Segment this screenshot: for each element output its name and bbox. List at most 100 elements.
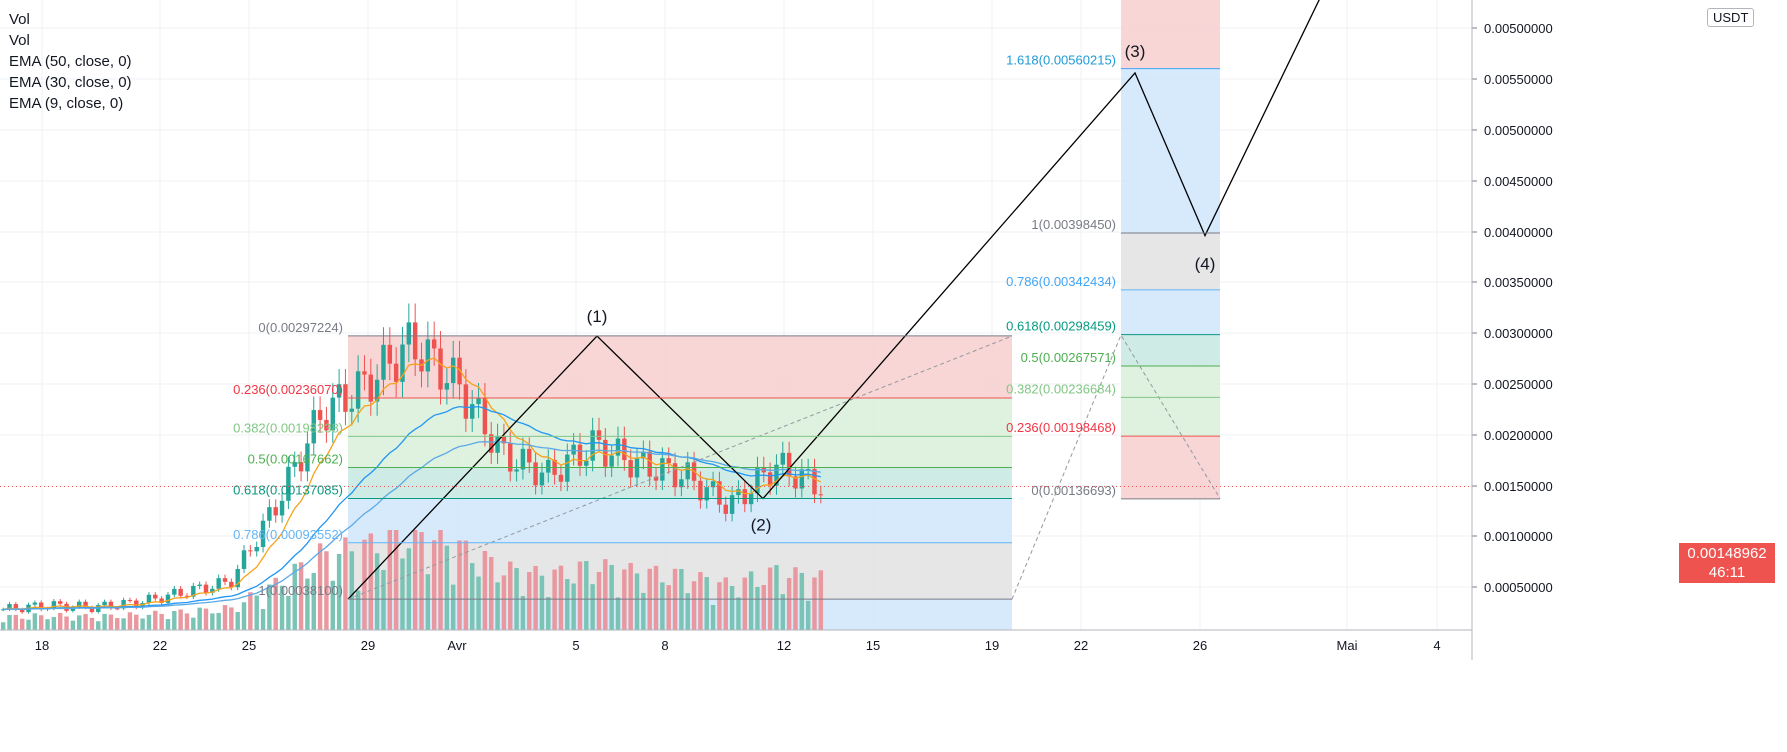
volume-bar: [387, 530, 393, 630]
candle-body: [603, 439, 608, 467]
volume-bar: [489, 556, 494, 630]
candle-body: [267, 507, 272, 521]
candle-body: [742, 489, 747, 505]
volume-bar: [311, 572, 316, 630]
candle-body: [672, 463, 678, 488]
candle-body: [241, 550, 247, 569]
volume-bar: [520, 596, 526, 630]
candle-body: [729, 495, 735, 514]
candle-body: [565, 454, 570, 482]
candle-body: [153, 594, 158, 599]
candle-body: [755, 466, 760, 494]
volume-bar: [134, 614, 139, 630]
x-tick-label: 15: [866, 638, 880, 653]
candle-body: [324, 419, 329, 431]
volume-bar: [19, 618, 25, 630]
volume-bar: [596, 572, 602, 630]
candle-body: [298, 462, 304, 472]
axes: 0.00500000 0.00550000 0.00500000 0.00450000…: [0, 0, 1553, 660]
candle-body: [305, 443, 310, 472]
volume-bar: [748, 571, 754, 630]
candle-body: [558, 474, 564, 482]
y-tick-label: 0.00500000: [1484, 21, 1553, 36]
y-tick-label: 0.00250000: [1484, 377, 1553, 392]
legend-vol-1[interactable]: Vol: [9, 11, 30, 28]
fib-zone: [1121, 365, 1220, 398]
candle-body: [108, 601, 114, 609]
candle-body: [343, 384, 348, 412]
candle-body: [615, 438, 621, 456]
fib-level-label: 0.382(0.00236684): [1006, 381, 1116, 396]
legend-ema-9[interactable]: EMA (9, close, 0): [9, 95, 124, 112]
candle-body: [704, 487, 709, 501]
candle-body: [330, 397, 335, 431]
volume-bar: [691, 581, 697, 630]
candle-body: [77, 601, 82, 608]
volume-bar: [527, 572, 532, 630]
x-tick-label: Mai: [1337, 638, 1358, 653]
candle-body: [767, 472, 773, 486]
volume-bar: [704, 577, 709, 630]
volume-bar: [622, 569, 627, 630]
candle-body: [387, 344, 393, 364]
candle-body: [19, 609, 25, 613]
fib-level-label: 0.618(0.00137085): [233, 483, 343, 498]
fib-level-label: 0.618(0.00298459): [1006, 319, 1116, 334]
candle-body: [7, 604, 12, 610]
volume-bar: [77, 615, 82, 630]
wave-path: [347, 0, 1320, 600]
x-tick-label: 4: [1433, 638, 1440, 653]
legend-ema-30[interactable]: EMA (30, close, 0): [9, 74, 132, 91]
volume-bar: [115, 618, 120, 630]
volume-bar: [577, 561, 583, 630]
volume-bar: [552, 569, 557, 630]
wave-label: (4): [1195, 254, 1216, 273]
volume-bar: [685, 593, 690, 630]
volume-bar: [26, 619, 31, 630]
volume-bar: [444, 545, 450, 630]
candle-body: [51, 601, 57, 609]
volume-bar: [13, 614, 19, 630]
volume-bar: [349, 551, 355, 630]
candle-body: [134, 600, 139, 608]
candle-body: [165, 594, 171, 603]
currency-button[interactable]: USDT: [1707, 8, 1755, 27]
volume-bar: [717, 582, 722, 630]
volume-bar: [159, 613, 164, 630]
candle-body: [400, 344, 405, 382]
volume-bar: [146, 614, 152, 630]
volume-bar: [336, 553, 342, 630]
volume-bar: [539, 575, 545, 630]
legend-vol-2[interactable]: Vol: [9, 32, 30, 49]
candle-body: [508, 443, 513, 472]
volume-bar: [317, 543, 323, 630]
fib-level-label: 0.236(0.00198468): [1006, 420, 1116, 435]
candle-body: [457, 357, 462, 385]
candle-body: [406, 322, 412, 345]
candle-body: [102, 601, 107, 606]
candle-body: [184, 595, 190, 597]
volume-bar: [267, 584, 272, 630]
y-tick-label: 0.00400000: [1484, 225, 1553, 240]
candle-body: [311, 410, 316, 444]
volume-bar: [799, 572, 805, 630]
candle-body: [634, 458, 640, 478]
volume-bar: [438, 530, 443, 630]
volume-bar: [812, 577, 817, 630]
candle-body: [812, 468, 817, 495]
legend-ema-50[interactable]: EMA (50, close, 0): [9, 53, 132, 70]
candle-body: [115, 608, 120, 610]
candle-body: [805, 468, 811, 470]
candle-body: [381, 344, 386, 380]
volume-bar: [780, 594, 786, 630]
volume-bar: [355, 590, 361, 630]
volume-bar: [210, 613, 215, 630]
volume-bar: [761, 585, 767, 630]
fib-labels: 0(0.00297224) 0.236(0.00236070) 0.382(0.00…: [233, 53, 1220, 600]
fib-zone: [1121, 68, 1220, 233]
candle-body: [520, 448, 526, 470]
volume-bar: [127, 612, 133, 630]
volume-bar: [374, 553, 380, 630]
y-tick-label: 0.00150000: [1484, 479, 1553, 494]
